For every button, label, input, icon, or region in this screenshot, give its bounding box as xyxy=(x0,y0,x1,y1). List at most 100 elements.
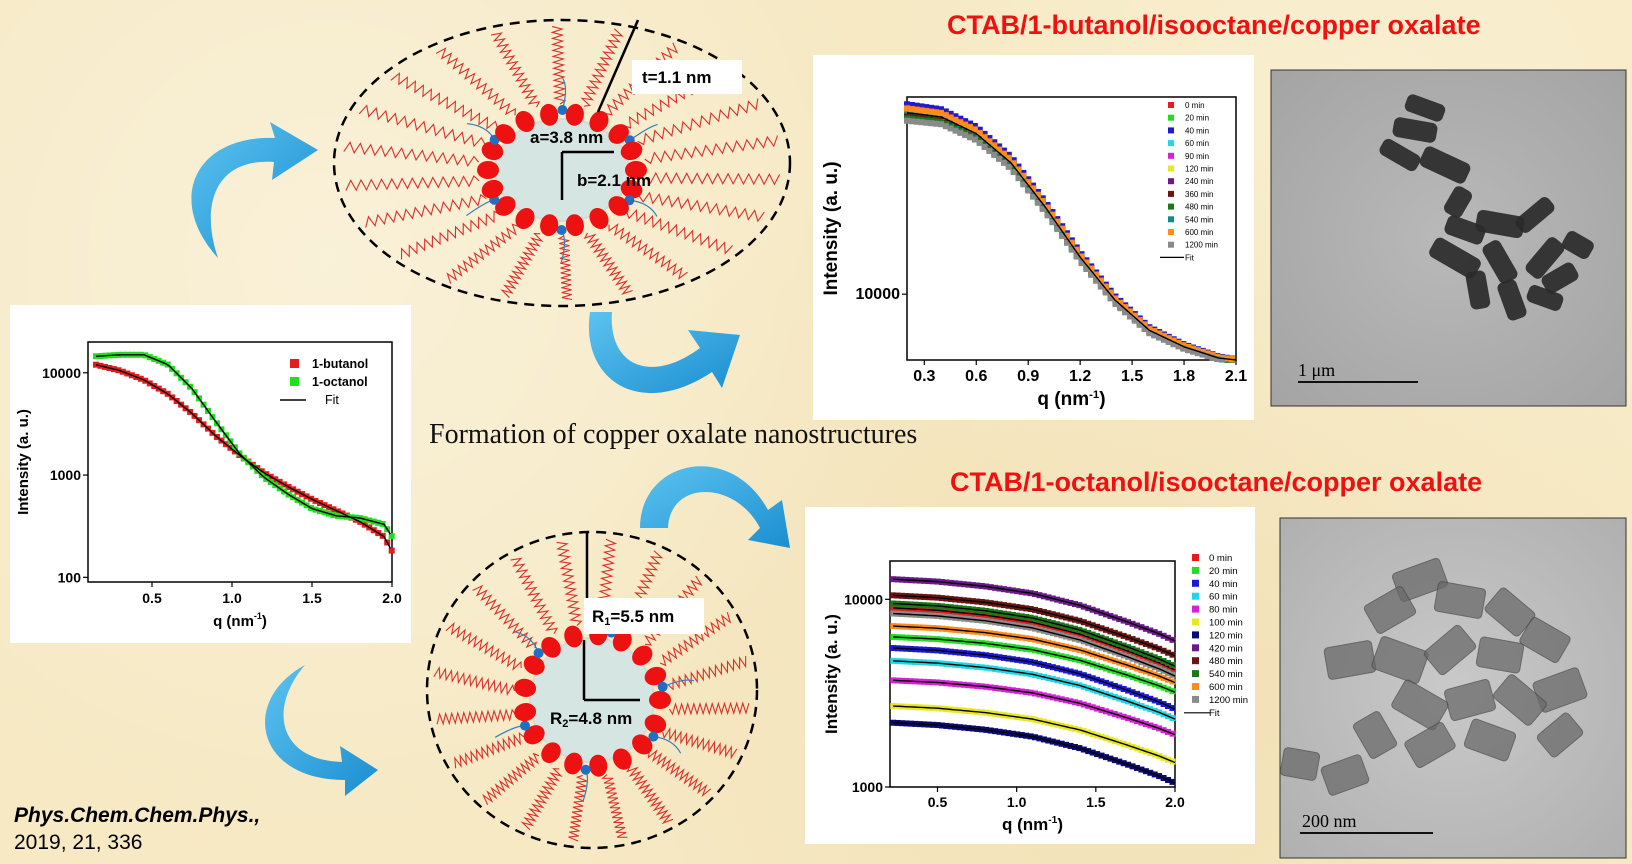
data-point xyxy=(1194,350,1201,357)
data-point xyxy=(1093,271,1100,278)
legend-label: 480 min xyxy=(1209,656,1243,667)
data-point xyxy=(1088,271,1095,278)
headgroup xyxy=(495,124,516,144)
data-point xyxy=(971,136,978,143)
legend-label: 600 min xyxy=(1185,228,1213,237)
fit-line xyxy=(893,612,1176,677)
headgroup xyxy=(514,703,537,722)
nanostructure xyxy=(1463,718,1517,762)
data-point xyxy=(967,124,974,131)
x-tick-label: 0.6 xyxy=(965,368,987,385)
alcohol-headgroup xyxy=(557,105,568,116)
data-point xyxy=(947,114,954,121)
fit-line xyxy=(893,625,1176,684)
legend-label: 0 min xyxy=(1209,553,1232,564)
x-axis-label: q (nm-1) xyxy=(1037,389,1105,410)
nanorod xyxy=(1526,285,1564,311)
nanorod xyxy=(1482,240,1518,284)
bottom-system-title: CTAB/1-octanol/isooctane/copper oxalate xyxy=(950,467,1482,497)
data-point xyxy=(1112,295,1119,302)
y-axis-label: Intensity (a. u.) xyxy=(822,614,841,734)
headgroup xyxy=(515,110,535,133)
data-point xyxy=(1151,332,1158,339)
tem-image-bottom: 200 nm xyxy=(1279,517,1627,859)
t-label-box xyxy=(632,60,742,94)
fit-line xyxy=(893,607,1176,671)
data-point xyxy=(1088,265,1095,272)
x-tick-label: 1.0 xyxy=(222,590,242,606)
data-point xyxy=(933,114,940,121)
headgroup xyxy=(514,678,537,697)
legend-label: 60 min xyxy=(1185,139,1209,148)
data-point xyxy=(923,108,930,115)
data-point xyxy=(1107,295,1114,302)
data-point xyxy=(1097,283,1104,290)
legend-label: 100 min xyxy=(1209,618,1243,629)
headgroup xyxy=(565,103,584,126)
y-tick-label: 1000 xyxy=(852,779,883,795)
headgroup xyxy=(620,141,643,161)
data-point xyxy=(1005,154,1012,161)
data-point xyxy=(1146,330,1153,337)
data-point xyxy=(1083,266,1090,273)
micelle-ellipsoid: t=1.1 nm a=3.8 nm b=2.1 nm xyxy=(332,18,792,308)
data-point xyxy=(913,106,920,113)
x-tick-label: 1.8 xyxy=(1173,368,1195,385)
legend-marker xyxy=(1192,566,1199,574)
surfactant-tail xyxy=(644,135,779,165)
surfactant-tail xyxy=(626,208,734,255)
micelle-boundary xyxy=(425,530,759,850)
figure-caption: Formation of copper oxalate nanostructur… xyxy=(429,419,917,450)
surfactant-tail xyxy=(343,141,480,168)
legend-label: 1-butanol xyxy=(312,357,368,371)
a-label: a=3.8 nm xyxy=(530,128,603,147)
legend-marker xyxy=(290,359,299,368)
alcohol-headgroup xyxy=(556,224,567,235)
data-point xyxy=(1165,335,1172,342)
legend-label: 1200 min xyxy=(1185,241,1218,250)
nanostructure xyxy=(1493,674,1547,726)
legend-label: 540 min xyxy=(1185,215,1213,224)
headgroup xyxy=(564,625,583,648)
data-point xyxy=(1127,313,1134,320)
data-point xyxy=(1146,325,1153,332)
data-point xyxy=(904,101,910,108)
data-point xyxy=(1141,321,1148,328)
chart-panel-bg xyxy=(10,305,411,643)
data-point xyxy=(1102,283,1109,290)
nanorod xyxy=(1497,279,1527,321)
legend-label: 540 min xyxy=(1209,669,1243,680)
legend-label: 480 min xyxy=(1185,203,1213,212)
data-point xyxy=(1209,354,1216,361)
y-tick-label: 10000 xyxy=(844,591,883,607)
data-point xyxy=(991,142,998,149)
data-point xyxy=(937,110,944,117)
data-point xyxy=(913,118,920,125)
x-tick-label: 2.0 xyxy=(1165,794,1185,810)
nanorod xyxy=(1541,262,1579,294)
data-point xyxy=(904,110,910,117)
nanorod xyxy=(1379,138,1421,172)
data-point xyxy=(1102,289,1109,296)
nanorod xyxy=(1429,237,1481,279)
surfactant-tail xyxy=(568,774,588,842)
legend-marker xyxy=(1192,695,1199,703)
fit-line xyxy=(906,112,1237,361)
data-point xyxy=(1190,345,1197,352)
data-point xyxy=(1190,348,1197,355)
data-point xyxy=(1034,199,1041,206)
data-point xyxy=(962,132,969,139)
data-point xyxy=(1127,308,1134,315)
legend-marker xyxy=(1168,152,1174,159)
fit-line xyxy=(893,705,1176,764)
data-point xyxy=(1112,301,1119,308)
data-point xyxy=(1034,191,1041,198)
data-point xyxy=(928,108,935,115)
legend-marker xyxy=(1192,657,1199,665)
x-axis-label: q (nm-1) xyxy=(1002,815,1063,834)
headgroup xyxy=(632,645,653,666)
data-point xyxy=(986,138,993,145)
x-tick-label: 1.2 xyxy=(1069,368,1091,385)
nanostructure xyxy=(1352,711,1398,759)
